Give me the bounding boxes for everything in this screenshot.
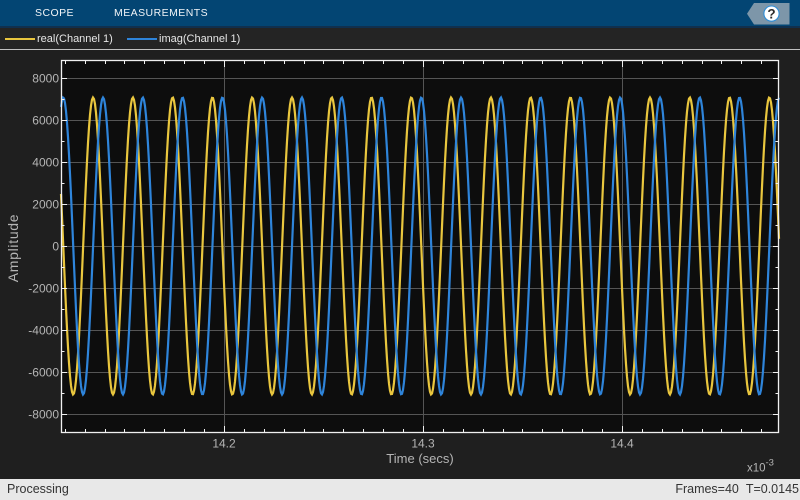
svg-text:14.3: 14.3 — [411, 436, 435, 450]
svg-text:-6000: -6000 — [28, 366, 59, 380]
svg-text:-3: -3 — [766, 458, 774, 469]
svg-text:4000: 4000 — [32, 156, 59, 170]
svg-text:14.4: 14.4 — [610, 436, 634, 450]
svg-text:Time (secs): Time (secs) — [386, 451, 453, 466]
svg-text:2000: 2000 — [32, 198, 59, 212]
svg-text:6000: 6000 — [32, 114, 59, 128]
svg-text:?: ? — [767, 6, 775, 21]
svg-text:x10: x10 — [747, 463, 766, 475]
svg-text:14.2: 14.2 — [212, 436, 236, 450]
svg-text:-4000: -4000 — [28, 324, 59, 338]
svg-text:-2000: -2000 — [28, 282, 59, 296]
svg-text:8000: 8000 — [32, 72, 59, 86]
svg-text:0: 0 — [52, 240, 59, 254]
svg-text:-8000: -8000 — [28, 408, 59, 422]
svg-text:Amplitude: Amplitude — [5, 214, 21, 283]
